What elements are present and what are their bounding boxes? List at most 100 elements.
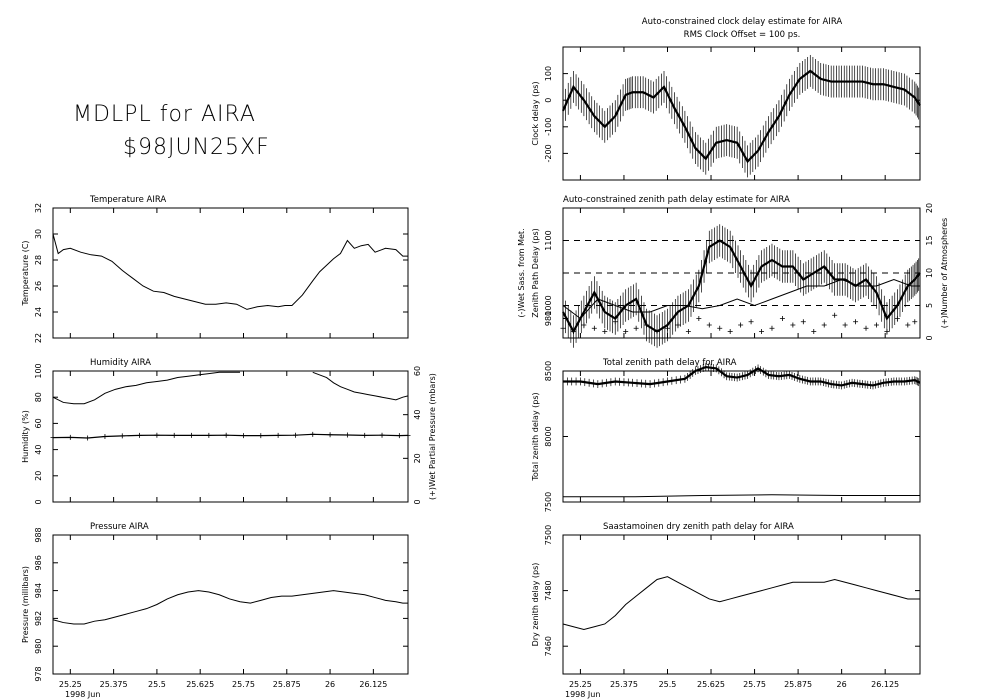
temperature-y-tick-label: 26 (34, 281, 43, 291)
dry-zenith-delay-x-tick-label: 25.625 (697, 680, 725, 689)
temperature-y-tick-label: 28 (34, 255, 43, 265)
zenith-path-delay-series-2-point (821, 322, 827, 328)
humidity-y-tick-label: 20 (34, 471, 43, 481)
temperature-y-tick-label: 22 (34, 333, 43, 343)
temperature-title: Temperature AIRA (89, 195, 166, 205)
zenith-path-delay-series-2-point (644, 322, 650, 328)
pressure-y-tick-label: 978 (34, 666, 43, 681)
right-date-label: 1998 Jun (565, 690, 600, 699)
total-zenith-delay-y-tick-label: 8500 (544, 361, 553, 381)
clock-delay-y-tick-label: 0 (544, 98, 553, 103)
total-zenith-delay-panel: Total zenith path delay for AIRA 7500 8000… (531, 358, 921, 512)
pressure-x-tick-label: 25.25 (59, 680, 82, 689)
zenith-path-delay-series-2-point (863, 325, 869, 331)
pressure-x-tick-label: 25.875 (273, 680, 301, 689)
humidity-series-1-line (312, 371, 409, 401)
dry-zenith-delay-title: Saastamoinen dry zenith path delay for A… (603, 522, 794, 532)
zenith-path-delay-series-2-point (769, 325, 775, 331)
zenith-path-delay-series-2-point (842, 322, 848, 328)
dry-zenith-delay-x-tick-label: 25.375 (610, 680, 638, 689)
zenith-path-delay-series-2-point (905, 322, 911, 328)
zenith-path-delay-series-2-point (727, 329, 733, 334)
zenith-path-delay-y-tick-label: 1100 (544, 230, 553, 250)
humidity-y-label-right: (+)Wet Partial Pressure (mbars) (428, 373, 437, 500)
dry-zenith-delay-x-tick-label: 26.125 (871, 680, 899, 689)
zenith-path-delay-series-2-point (759, 329, 765, 334)
zenith-path-delay-y-tick-label: 1000 (544, 295, 553, 315)
temperature-y-tick-label: 32 (34, 203, 43, 213)
humidity-series-2-line (52, 433, 409, 439)
zenith-path-delay-y-tick-label-right: 20 (925, 203, 934, 213)
zenith-path-delay-series-2-point (696, 316, 702, 321)
total-zenith-delay-title: Total zenith path delay for AIRA (602, 358, 737, 368)
dry-zenith-delay-series-0-line (562, 576, 920, 631)
dry-zenith-delay-panel: Saastamoinen dry zenith path delay for A… (531, 522, 921, 689)
zenith-path-delay-y-tick-label-right: 0 (925, 335, 934, 340)
pressure-x-tick-label: 26.125 (359, 680, 387, 689)
pressure-x-tick-label: 25.5 (148, 680, 166, 689)
header-experiment-code: $98JUN25XF (123, 135, 270, 160)
clock-delay-title: Auto-constrained clock delay estimate fo… (642, 17, 843, 27)
zenith-path-delay-series-2-point (654, 329, 660, 334)
zenith-path-delay-y-tick-label-right: 5 (925, 303, 934, 308)
clock-delay-series-0-line (561, 69, 921, 164)
zenith-path-delay-series-1-line (562, 278, 920, 320)
total-zenith-delay-y-label: Total zenith delay (ps) (531, 392, 540, 481)
zenith-path-delay-series-2-point (612, 319, 618, 325)
clock-delay-y-tick-label: -100 (544, 118, 553, 136)
zenith-path-delay-series-0-line (562, 239, 921, 334)
pressure-x-tick-label: 25.75 (232, 680, 255, 689)
humidity-y-tick-label-right: 0 (413, 499, 422, 504)
pressure-y-tick-label: 984 (34, 583, 43, 598)
clock-delay-subtitle: RMS Clock Offset = 100 ps. (684, 30, 801, 40)
pressure-series-0-line (52, 590, 408, 625)
temperature-y-tick-label: 24 (34, 307, 43, 317)
zenith-path-delay-series-2-point (675, 322, 681, 328)
dry-zenith-delay-x-tick-label: 25.25 (569, 680, 592, 689)
temperature-series-0-line (52, 233, 408, 310)
header-title: MDLPL for AIRA (73, 102, 256, 127)
zenith-path-delay-series-2-point (779, 316, 785, 321)
zenith-path-delay-y-label-right: (+)Number of Atmospheres (940, 218, 949, 328)
zenith-path-delay-series-2-point (800, 319, 806, 325)
temperature-y-tick-label: 30 (34, 229, 43, 239)
humidity-y-tick-label: 80 (34, 392, 43, 402)
total-zenith-delay-y-tick-label: 8000 (544, 426, 553, 446)
zenith-path-delay-series-2-point (748, 319, 754, 325)
humidity-series-0-line (52, 371, 241, 405)
zenith-path-delay-title: Auto-constrained zenith path delay estim… (563, 195, 790, 205)
clock-delay-y-label: Clock delay (ps) (531, 81, 540, 145)
zenith-path-delay-series-2-point (912, 319, 918, 325)
total-zenith-delay-series-0-line (563, 365, 921, 387)
humidity-y-tick-label: 0 (34, 499, 43, 504)
zenith-path-delay-series-2-point (570, 329, 576, 334)
dry-zenith-delay-y-tick-label: 7460 (544, 636, 553, 656)
temperature-frame (52, 207, 409, 339)
zenith-path-delay-y-tick-label-right: 15 (925, 235, 934, 245)
pressure-x-tick-label: 25.375 (100, 680, 128, 689)
zenith-path-delay-y-label-outer: (-)Wet Sass. from Met. (517, 228, 526, 317)
dry-zenith-delay-y-tick-label: 7480 (544, 580, 553, 600)
total-zenith-delay-y-tick-label: 7500 (544, 492, 553, 512)
zenith-path-delay-series-2-point (717, 325, 723, 331)
zenith-path-delay-series-2-point (664, 325, 670, 331)
pressure-frame (52, 534, 409, 675)
clock-delay-y-tick-label: 100 (544, 66, 553, 81)
clock-delay-y-tick-label: -200 (544, 144, 553, 162)
dry-zenith-delay-x-tick-label: 25.875 (784, 680, 812, 689)
humidity-y-tick-label-right: 60 (413, 366, 422, 376)
humidity-y-tick-label-right: 20 (413, 453, 422, 463)
zenith-path-delay-series-2-point (832, 312, 838, 318)
left-date-label: 1998 Jun (65, 690, 100, 699)
dry-zenith-delay-y-label: Dry zenith delay (ps) (531, 563, 540, 647)
clock-delay-panel: Auto-constrained clock delay estimate fo… (531, 17, 921, 181)
zenith-path-delay-series-2-point (560, 325, 566, 331)
dry-zenith-delay-x-tick-label: 25.75 (743, 680, 766, 689)
pressure-x-tick-label: 26 (325, 680, 335, 689)
zenith-path-delay-series-2-point (884, 329, 890, 334)
zenith-path-delay-series-2-point (873, 322, 879, 328)
humidity-panel: Humidity AIRA 0 20 40 60 80 100 0 20 40 60 Humidity… (21, 358, 437, 505)
pressure-y-tick-label: 980 (34, 639, 43, 654)
humidity-y-tick-label: 60 (34, 418, 43, 428)
